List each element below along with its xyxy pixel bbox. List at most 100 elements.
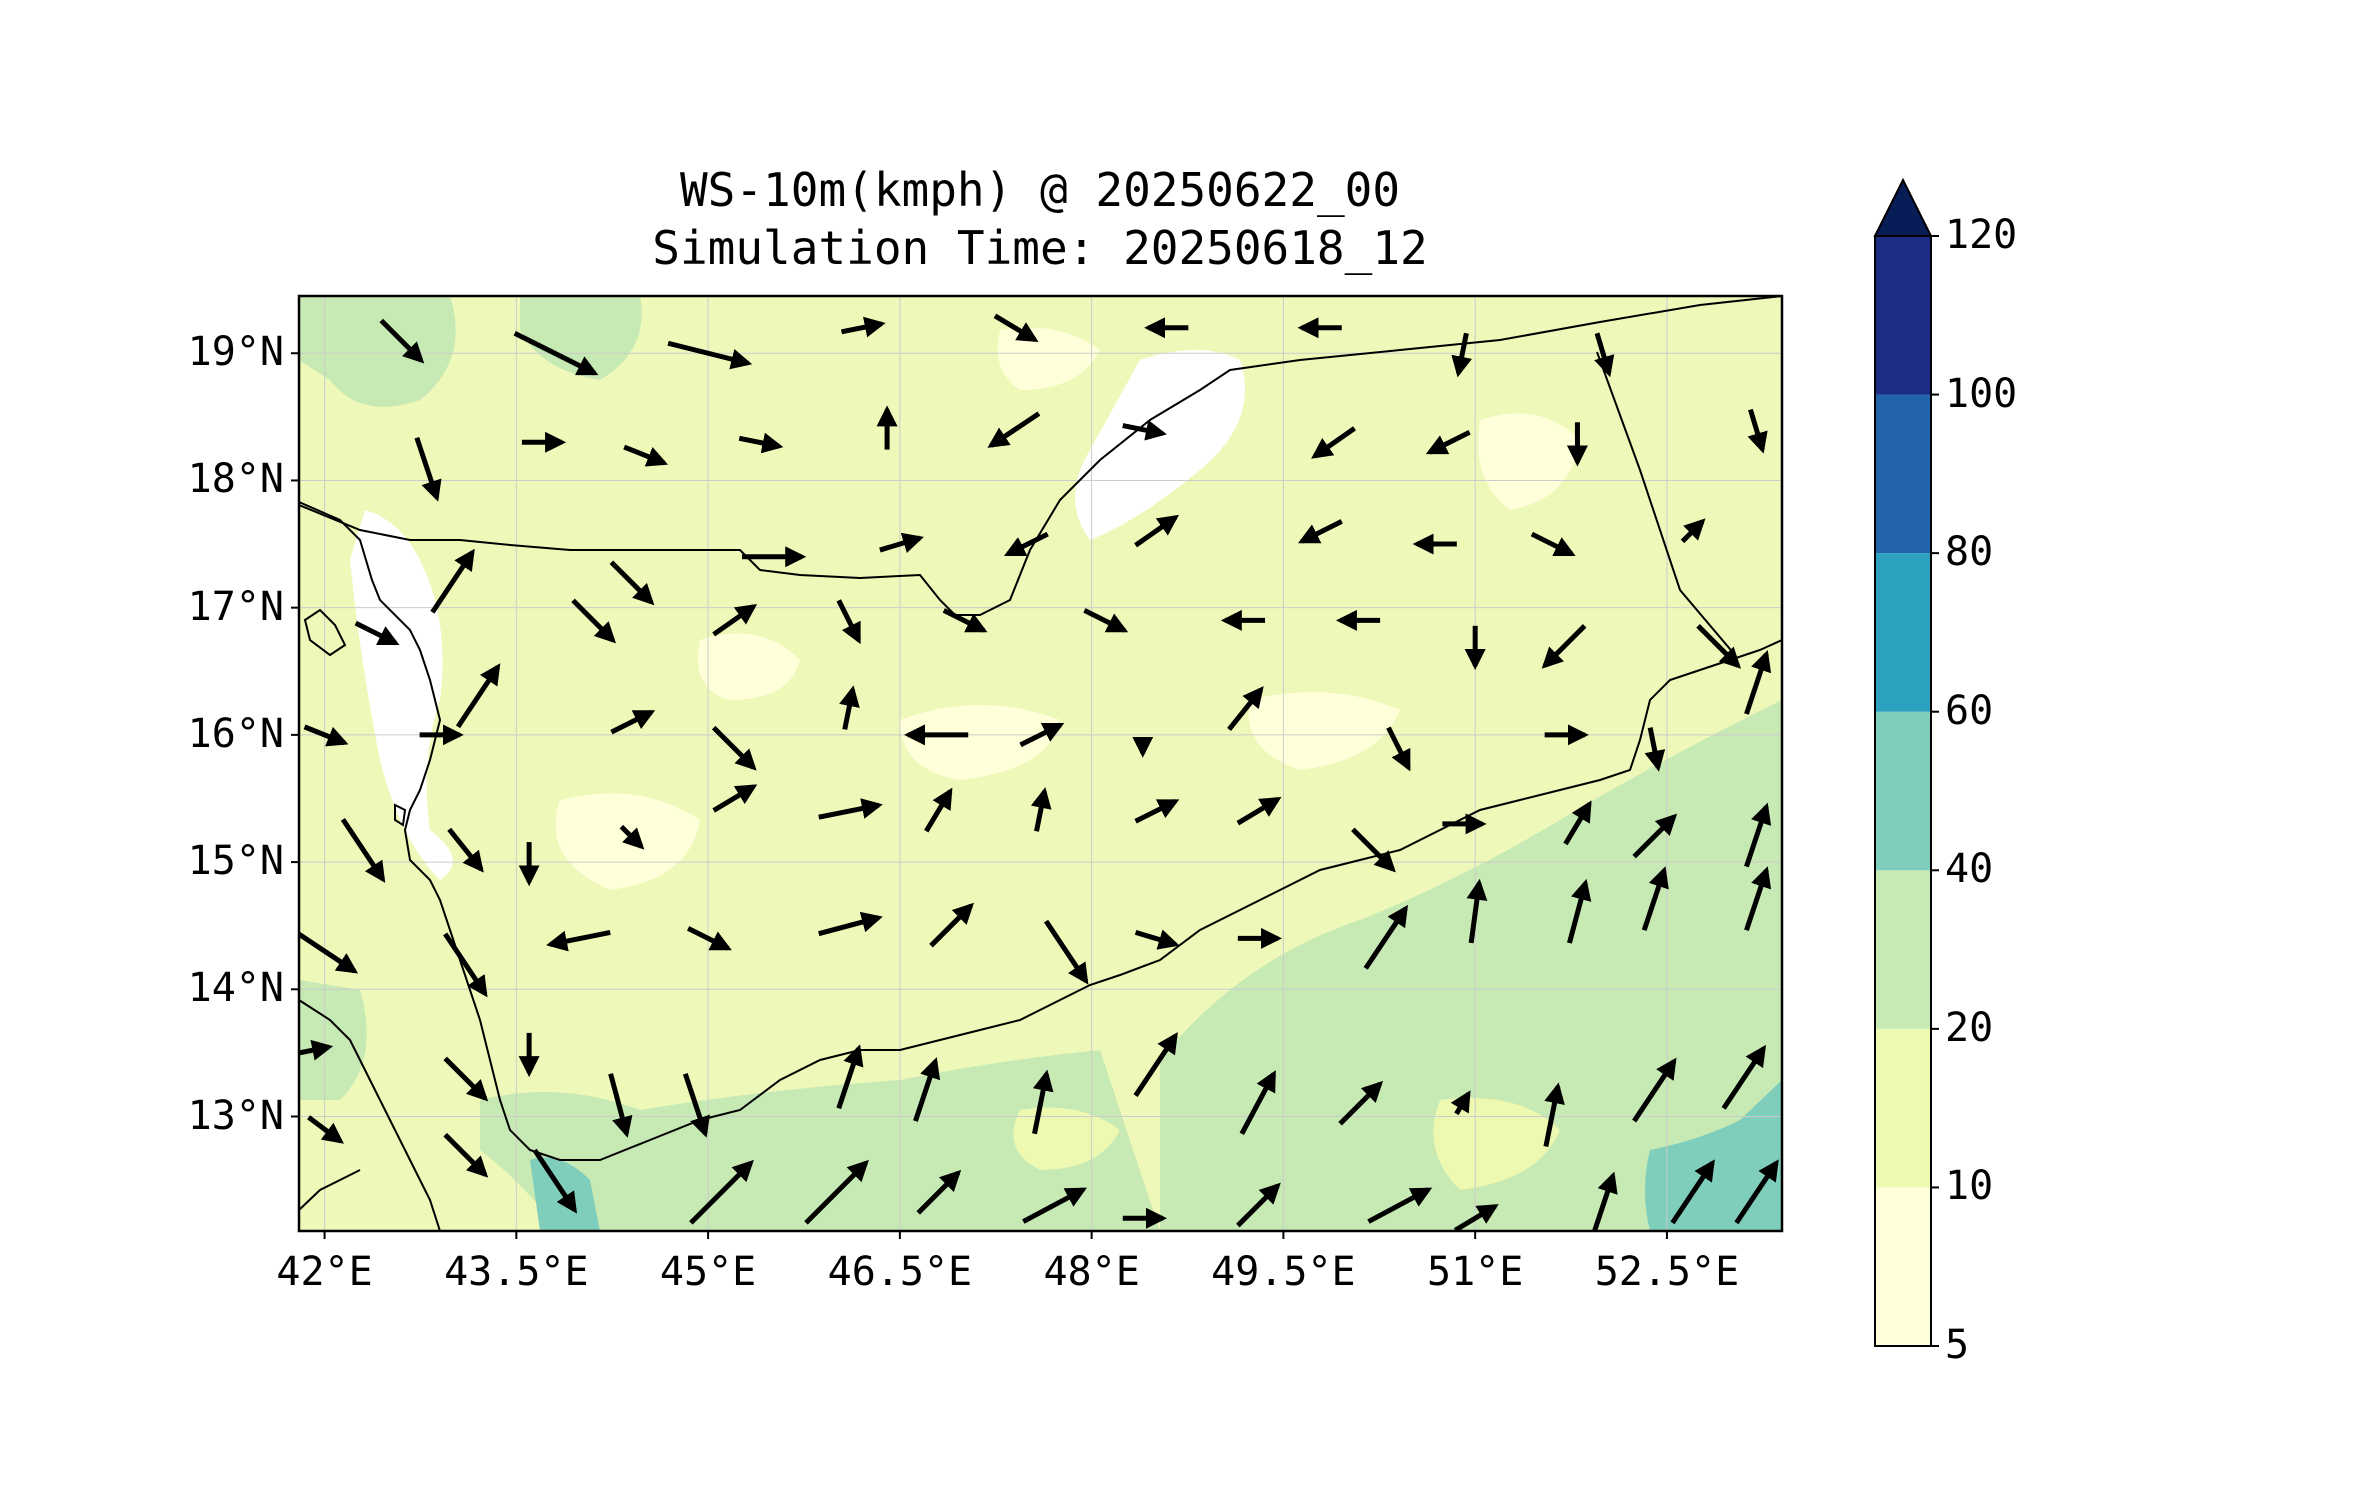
wind-arrow	[1351, 827, 1396, 873]
wind-arrow	[1680, 518, 1706, 544]
wind-arrow	[1632, 1057, 1677, 1123]
wind-arrow	[1451, 332, 1472, 378]
wind-arrow	[929, 902, 974, 948]
wind-arrow	[1744, 866, 1772, 932]
colorbar-segment	[1875, 394, 1931, 554]
colorbar-tick-label: 40	[1945, 846, 1994, 893]
calm-zone	[1075, 350, 1245, 540]
wind-arrow	[913, 1057, 941, 1122]
colorbar-extend	[1873, 177, 1933, 237]
colorbar-tick-label: 60	[1945, 687, 1994, 734]
wind-arrow	[1236, 1182, 1281, 1228]
wind-arrow	[1734, 1159, 1779, 1225]
wind-arrow	[1541, 624, 1587, 669]
wind-arrow	[942, 608, 988, 633]
wind-arrow	[1083, 608, 1129, 633]
wind-arrow	[455, 663, 501, 729]
wind-zone	[480, 1050, 1160, 1231]
wind-arrow	[532, 1148, 578, 1214]
wind-arrow	[1644, 727, 1666, 772]
lat-tick-label: 15°N	[187, 838, 284, 885]
wind-arrow	[1747, 408, 1768, 454]
wind-arrow	[818, 911, 883, 937]
calm-zone	[997, 327, 1100, 390]
wind-arrow	[1543, 1082, 1565, 1148]
colorbar-segment	[1875, 236, 1931, 395]
wind-arrow	[609, 560, 655, 606]
wind-arrow	[841, 316, 886, 338]
wind-arrow	[1122, 419, 1167, 441]
lon-tick-label: 52.5°E	[1594, 1249, 1740, 1295]
lon-tick-label: 46.5°E	[827, 1249, 973, 1295]
wind-arrow	[1641, 866, 1669, 932]
wind-arrow	[686, 926, 732, 951]
wind-zone	[1160, 700, 1782, 1231]
wind-arrow	[987, 411, 1041, 448]
colorbar-segment	[1875, 1187, 1931, 1346]
colorbar-frame	[1874, 235, 1932, 1347]
wind-arrow	[1367, 1187, 1433, 1224]
wind-arrow	[1134, 798, 1180, 824]
wind-arrow	[1453, 1204, 1499, 1231]
wind-arrow	[303, 724, 349, 747]
coastline-west	[299, 501, 1782, 1161]
wind-arrow	[839, 685, 860, 730]
colorbar-segment	[1875, 553, 1931, 712]
wind-arrow	[1744, 802, 1772, 868]
border-saudi	[299, 296, 1782, 616]
wind-arrow	[1563, 800, 1592, 846]
wind-arrow	[738, 432, 784, 454]
wind-arrow	[1632, 813, 1678, 859]
wind-arrow	[443, 1132, 489, 1178]
wind-vectors	[299, 313, 1779, 1231]
wind-arrow	[1670, 1159, 1715, 1225]
wind-arrow	[1003, 531, 1049, 557]
wind-arrow	[299, 931, 359, 974]
wind-arrow	[299, 1039, 334, 1061]
wind-arrow	[1032, 1069, 1054, 1135]
coastline-africa	[299, 1169, 361, 1211]
wind-arrow	[916, 1169, 962, 1215]
lon-tick-label: 42°E	[276, 1249, 373, 1295]
wind-arrow	[1721, 1044, 1766, 1110]
calm-zone	[1478, 413, 1580, 510]
wind-arrow	[1030, 787, 1052, 832]
lat-tick-label: 19°N	[187, 329, 284, 376]
wind-zone	[299, 296, 456, 407]
map-subtitle: Simulation Time: 20250618_12	[652, 221, 1428, 275]
wind-arrow	[682, 1072, 710, 1138]
axis-ticks	[291, 352, 1668, 1239]
wind-arrow	[1134, 514, 1180, 548]
wind-zone	[1645, 1080, 1782, 1231]
wind-arrow	[1134, 929, 1180, 950]
lat-tick-label: 18°N	[187, 456, 284, 503]
wind-arrow	[1594, 332, 1615, 378]
lat-tick-label: 13°N	[187, 1092, 284, 1139]
wind-arrow	[1450, 1090, 1471, 1116]
wind-zone	[1013, 1107, 1120, 1170]
lat-tick-label: 14°N	[187, 965, 284, 1012]
colorbar-tick-label: 20	[1945, 1004, 1994, 1051]
wind-arrow	[1133, 1032, 1178, 1098]
map-title: WS-10m(kmph) @ 20250622_00	[679, 163, 1401, 217]
lat-tick-label: 16°N	[187, 710, 284, 757]
wind-arrow	[712, 784, 758, 813]
lon-tick-label: 43.5°E	[444, 1249, 589, 1295]
colorbar-segment	[1875, 870, 1931, 1029]
wind-arrow	[818, 798, 883, 820]
wind-arrow	[1744, 650, 1772, 715]
wind-arrow	[1591, 1171, 1618, 1231]
colorbar-tick-label: 100	[1945, 370, 2018, 417]
wind-arrow	[712, 603, 758, 637]
wind-arrow	[1019, 722, 1065, 748]
wind-arrow	[879, 532, 924, 553]
wind-arrow	[1466, 878, 1488, 944]
wind-arrow	[443, 1056, 489, 1102]
wind-zone	[520, 296, 642, 380]
wind-arrow	[623, 444, 669, 467]
wind-arrow	[1386, 726, 1411, 772]
wind-arrow	[1239, 1070, 1277, 1135]
wind-arrow	[1236, 797, 1282, 826]
wind-arrow	[993, 313, 1039, 342]
